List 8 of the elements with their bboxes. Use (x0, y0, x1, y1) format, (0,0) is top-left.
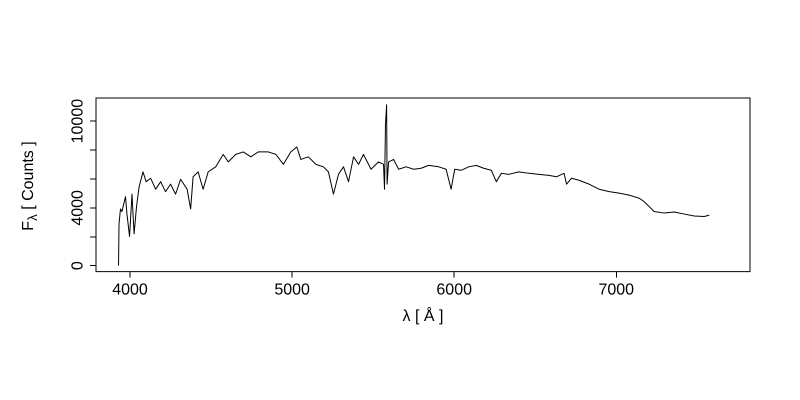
y-tick-label: 0 (69, 261, 86, 270)
x-tick-label: 6000 (436, 282, 472, 299)
y-tick-label: 10000 (69, 98, 86, 144)
x-tick-label: 7000 (598, 282, 634, 299)
x-tick-label: 4000 (112, 282, 148, 299)
x-axis-title: λ [ Å ] (402, 306, 444, 325)
y-tick-label: 4000 (69, 190, 86, 226)
x-tick-label: 5000 (274, 282, 310, 299)
